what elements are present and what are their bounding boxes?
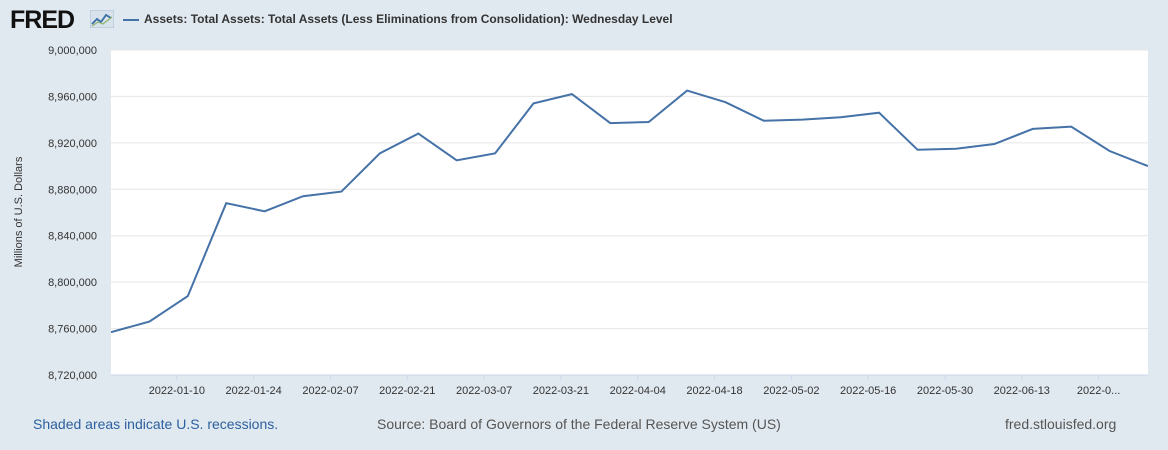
chart-header: FRED Assets: Total Assets: Total Assets … bbox=[0, 0, 1168, 40]
x-tick-label: 2022-04-04 bbox=[610, 385, 666, 397]
x-tick-label: 2022-04-18 bbox=[686, 385, 742, 397]
y-axis: 8,720,000 8,760,000 8,800,000 8,840,000 8,88… bbox=[48, 45, 97, 382]
y-tick-label: 8,760,000 bbox=[48, 324, 97, 336]
x-tick-label: 2022-01-24 bbox=[226, 385, 282, 397]
y-tick-label: 8,880,000 bbox=[48, 184, 97, 196]
x-tick-label: 2022-02-21 bbox=[379, 385, 435, 397]
plot-background bbox=[111, 50, 1148, 375]
y-tick-label: 8,960,000 bbox=[48, 91, 97, 103]
series-line[interactable] bbox=[111, 89, 1148, 334]
x-tick-label: 2022-06-13 bbox=[994, 385, 1050, 397]
y-tick-label: 8,720,000 bbox=[48, 370, 97, 382]
y-tick-label: 8,840,000 bbox=[48, 231, 97, 243]
y-axis-title: Millions of U.S. Dollars bbox=[13, 156, 25, 267]
site-link[interactable]: fred.stlouisfed.org bbox=[1005, 416, 1117, 432]
x-tick-label: 2022-02-07 bbox=[302, 385, 358, 397]
x-tick-label: 2022-03-21 bbox=[533, 385, 589, 397]
y-tick-label: 9,000,000 bbox=[48, 45, 97, 57]
legend-label[interactable]: Assets: Total Assets: Total Assets (Less… bbox=[144, 12, 673, 26]
y-tick-label: 8,920,000 bbox=[48, 138, 97, 150]
x-tick-label: 2022-05-16 bbox=[840, 385, 896, 397]
chart-line-icon bbox=[90, 10, 114, 28]
x-tick-label: 2022-0... bbox=[1077, 385, 1120, 397]
legend-swatch bbox=[123, 19, 139, 21]
recession-note-link[interactable]: Shaded areas indicate U.S. recessions. bbox=[33, 416, 279, 432]
line-chart: 8,720,000 8,760,000 8,800,000 8,840,000 8,88… bbox=[13, 45, 1148, 397]
x-tick-label: 2022-05-02 bbox=[763, 385, 819, 397]
x-axis: 2022-01-10 2022-01-24 2022-02-07 2022-02-21… bbox=[111, 374, 1148, 397]
y-tick-label: 8,800,000 bbox=[48, 277, 97, 289]
fred-logo[interactable]: FRED bbox=[10, 6, 75, 34]
x-tick-label: 2022-05-30 bbox=[917, 385, 973, 397]
x-tick-label: 2022-01-10 bbox=[149, 385, 205, 397]
x-tick-label: 2022-03-07 bbox=[456, 385, 512, 397]
source-text: Source: Board of Governors of the Federa… bbox=[377, 416, 781, 432]
